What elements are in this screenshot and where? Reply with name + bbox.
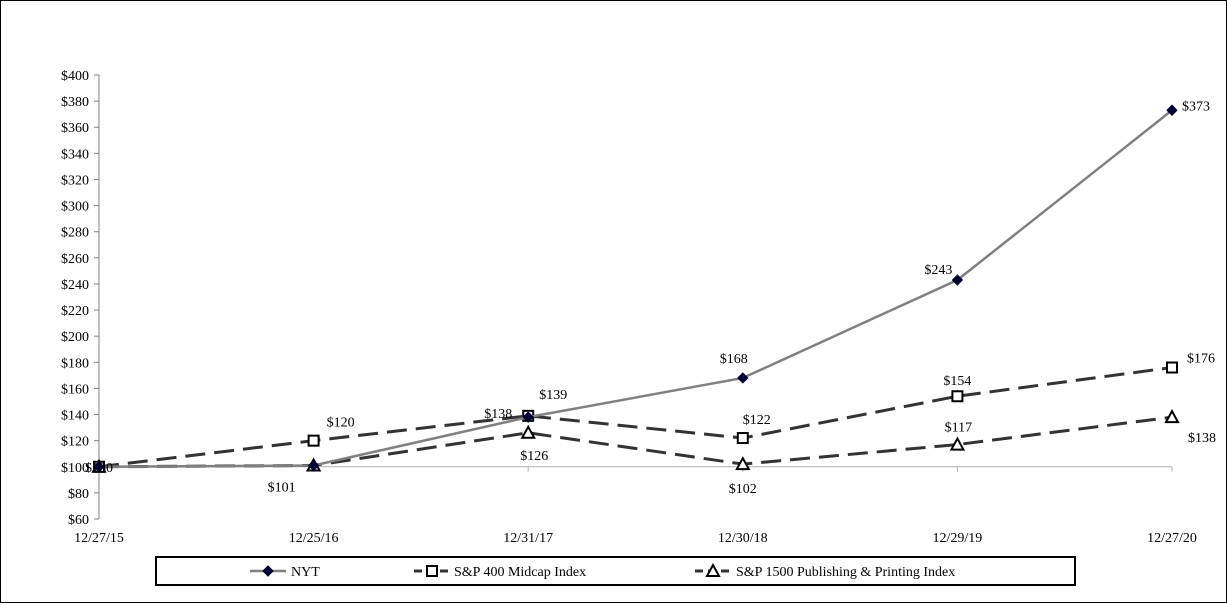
x-tick-label: 12/25/16 <box>289 531 339 546</box>
series-lines <box>91 104 1180 473</box>
series-line-sandp-400-midcap-index <box>98 366 1173 469</box>
y-tick-label: $180 <box>61 356 89 371</box>
marker-sandp-400-midcap-index <box>1166 361 1178 374</box>
y-tick-label: $220 <box>61 304 89 319</box>
y-tick-label: $80 <box>68 487 89 502</box>
x-tick-label: 12/31/17 <box>503 531 553 546</box>
marker-sandp-1500-publishing-and-printing-index <box>949 436 966 451</box>
x-tick-label: 12/30/18 <box>718 531 768 546</box>
y-tick-label: $200 <box>61 330 89 345</box>
data-label-sandp-400-midcap-index: $122 <box>743 413 771 428</box>
marker-nyt <box>951 274 964 286</box>
y-tick-label: $380 <box>61 95 89 110</box>
x-tick-label: 12/27/15 <box>74 531 124 546</box>
marker-sandp-400-midcap-index <box>307 434 320 447</box>
tick-labels: $60 $80 $100 $120 $140 $160 $180 $200 $220 $240 $2… <box>61 69 1197 546</box>
marker-sandp-400-midcap-index <box>951 390 964 403</box>
data-label-nyt: $100 <box>85 461 113 476</box>
data-label-nyt: $101 <box>268 480 296 495</box>
data-labels: $100 $101 $138 $168 $243 $373 $120 $139 $122 $154… <box>85 99 1216 497</box>
x-tick-label: 12/27/20 <box>1147 531 1197 546</box>
y-tick-label: $140 <box>61 409 89 424</box>
data-label-sandp-1500-publishing-and-printing-index: $102 <box>729 482 757 497</box>
x-tick-label: 12/29/19 <box>933 531 983 546</box>
data-label-sandp-400-midcap-index: $154 <box>943 374 971 389</box>
data-label-nyt: $138 <box>484 407 512 422</box>
legend-marker-sandp-400-midcap-index <box>426 565 438 577</box>
y-tick-label: $100 <box>61 461 89 476</box>
series-line-sandp-1500-publishing-and-printing-index <box>98 415 1173 469</box>
marker-nyt <box>737 372 749 384</box>
y-tick-label: $320 <box>61 173 89 188</box>
series-line-nyt <box>98 109 1173 469</box>
legend-label-sandp-400-midcap-index: S&P 400 Midcap Index <box>454 565 586 580</box>
data-label-nyt: $168 <box>720 352 748 367</box>
data-label-sandp-1500-publishing-and-printing-index: $117 <box>945 421 972 436</box>
marker-nyt <box>522 411 534 423</box>
marker-sandp-400-midcap-index <box>736 432 749 445</box>
y-tick-label: $400 <box>61 69 89 84</box>
data-label-sandp-400-midcap-index: $120 <box>327 416 355 431</box>
y-tick-label: $260 <box>61 252 89 267</box>
marker-sandp-1500-publishing-and-printing-index <box>1164 409 1180 424</box>
y-tick-label: $240 <box>61 278 89 293</box>
legend-marker-nyt <box>262 565 274 577</box>
legend-label-sandp-1500-publishing-and-printing-index: S&P 1500 Publishing & Printing Index <box>736 565 955 580</box>
marker-sandp-1500-publishing-and-printing-index <box>520 424 536 439</box>
data-label-nyt: $373 <box>1182 99 1210 114</box>
legend-label-nyt: NYT <box>291 565 320 580</box>
y-tick-label: $120 <box>61 435 89 450</box>
data-label-sandp-1500-publishing-and-printing-index: $138 <box>1188 431 1216 446</box>
legend-marker-sandp-1500-publishing-and-printing-index <box>705 562 721 577</box>
data-label-nyt: $243 <box>924 263 952 278</box>
y-tick-label: $60 <box>68 513 89 528</box>
y-tick-label: $300 <box>61 200 89 215</box>
data-label-sandp-400-midcap-index: $176 <box>1187 352 1215 367</box>
y-tick-label: $280 <box>61 226 89 241</box>
axes <box>94 74 1173 520</box>
marker-nyt <box>1166 104 1178 116</box>
legend: NYT S&P 400 Midcap Index S&P 1500 Publishi… <box>155 556 1076 586</box>
data-label-sandp-400-midcap-index: $139 <box>539 388 567 403</box>
y-tick-label: $360 <box>61 121 89 136</box>
data-label-sandp-1500-publishing-and-printing-index: $126 <box>520 449 548 464</box>
marker-nyt <box>93 461 105 473</box>
marker-nyt <box>307 459 320 472</box>
y-tick-label: $160 <box>61 382 89 397</box>
marker-sandp-1500-publishing-and-printing-index <box>735 456 751 471</box>
legend-box <box>155 556 1076 586</box>
y-tick-label: $340 <box>61 147 89 162</box>
